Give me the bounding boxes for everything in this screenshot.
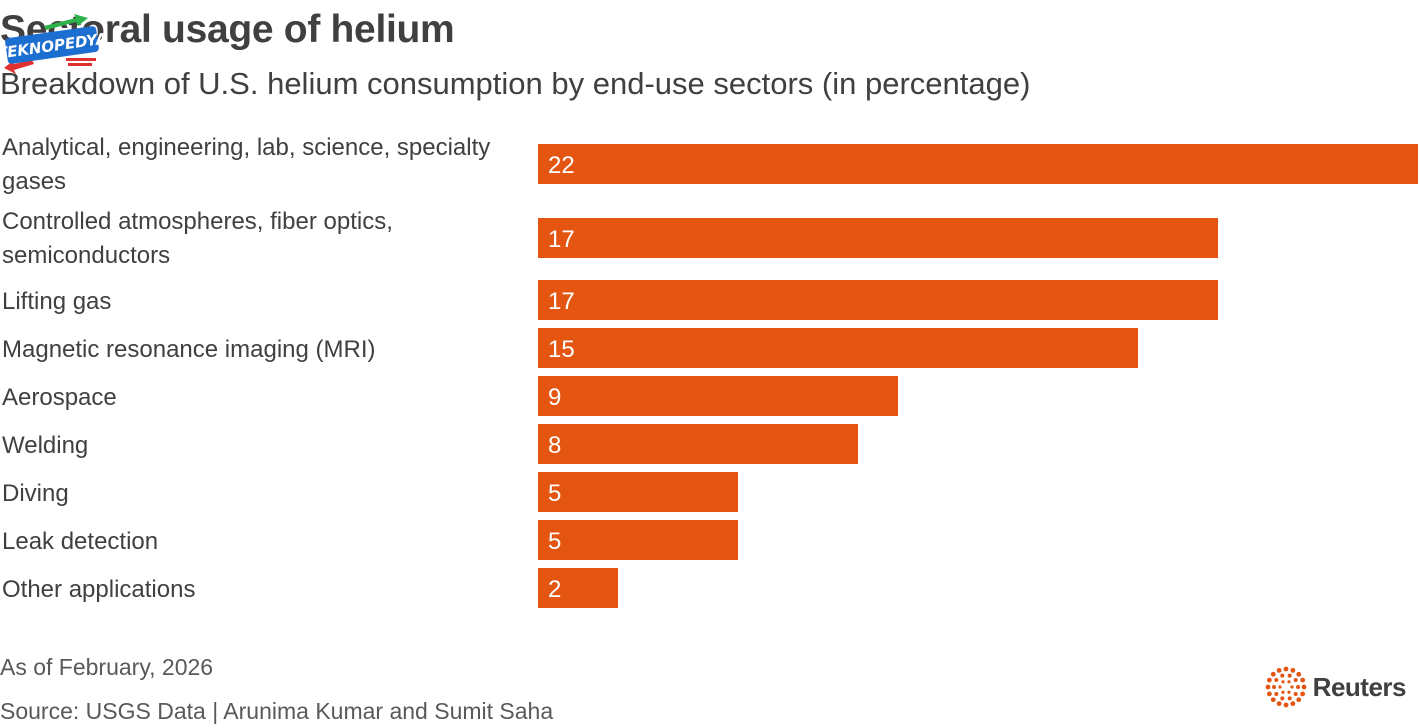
category-label: Magnetic resonance imaging (MRI)	[2, 336, 376, 363]
bar-value-label: 15	[548, 336, 575, 363]
teknopedya-logo-icon: TEKNOPEDYA	[0, 14, 108, 74]
bar	[538, 144, 1418, 184]
bar-value-label: 17	[548, 288, 575, 315]
bar-value-label: 22	[548, 152, 575, 179]
category-label: Analytical, engineering, lab, science, s…	[2, 134, 490, 195]
bar	[538, 424, 858, 464]
category-label: Diving	[2, 480, 69, 507]
bar	[538, 568, 618, 608]
teknopedya-logo: TEKNOPEDYA	[0, 12, 108, 74]
bar	[538, 520, 738, 560]
bar-value-label: 5	[548, 528, 561, 555]
bar-value-label: 9	[548, 384, 561, 411]
bar-value-label: 8	[548, 432, 561, 459]
category-label: Controlled atmospheres, fiber optics, sem…	[2, 208, 393, 269]
bar	[538, 218, 1218, 258]
category-label: Leak detection	[2, 528, 158, 555]
category-label: Aerospace	[2, 384, 117, 411]
bar	[538, 328, 1138, 368]
bar	[538, 280, 1218, 320]
category-label: Other applications	[2, 576, 195, 603]
bar-value-label: 2	[548, 576, 561, 603]
footnote-date: As of February, 2026	[0, 654, 214, 680]
bar	[538, 376, 898, 416]
chart-subtitle: Breakdown of U.S. helium consumption by …	[0, 66, 1031, 101]
source-credit: Source: USGS Data | Arunima Kumar and Su…	[0, 698, 554, 724]
bar-value-label: 17	[548, 226, 575, 253]
reuters-wordmark: Reuters	[1312, 671, 1407, 702]
reuters-dot-logo-icon	[1265, 666, 1307, 708]
reuters-logo: Reuters	[1265, 666, 1407, 708]
category-label: Welding	[2, 432, 88, 459]
category-label: Lifting gas	[2, 288, 111, 315]
bar-value-label: 5	[548, 480, 561, 507]
bar	[538, 472, 738, 512]
